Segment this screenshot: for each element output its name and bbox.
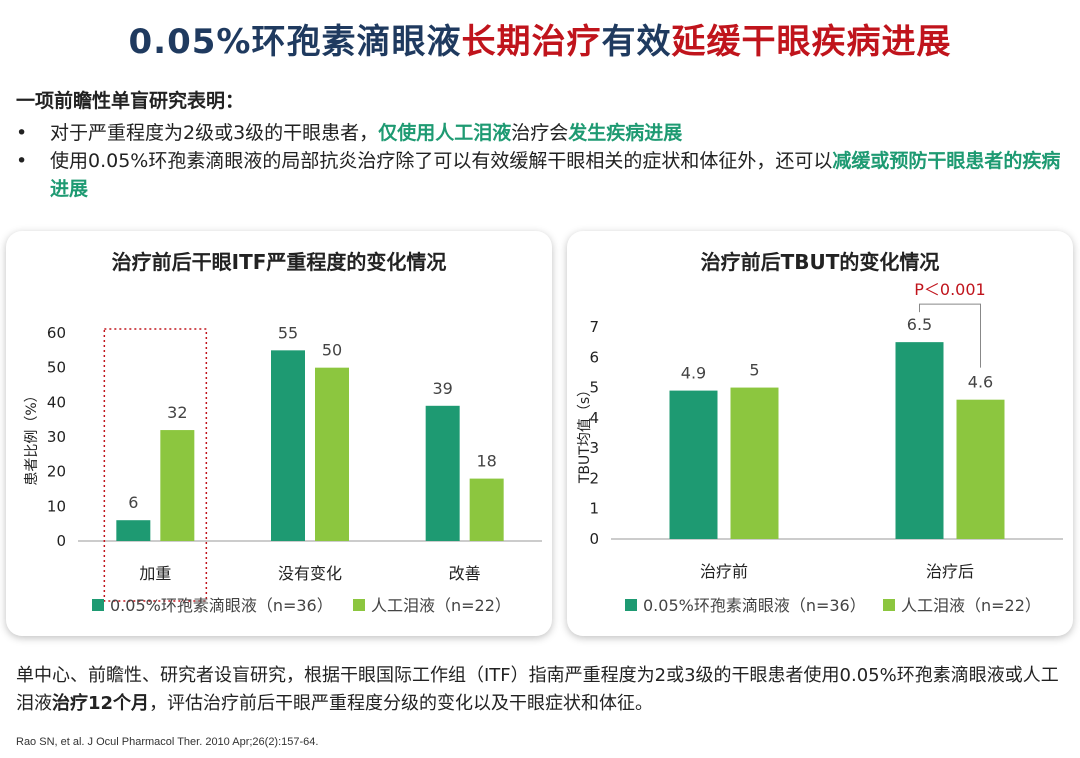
y-tick-label: 6 (589, 348, 599, 366)
bar-item-series-1 (271, 350, 305, 541)
bar-item-series-1 (895, 342, 944, 539)
x-category-label: 没有变化 (278, 564, 342, 583)
bullet-2-highlight: 减缓或预防干眼患者的疾病进展 (50, 150, 1061, 200)
highlight-box (103, 328, 208, 602)
bar-item-series-2 (730, 387, 779, 539)
y-tick-label: 40 (47, 393, 66, 411)
data-label: 4.6 (968, 373, 993, 392)
x-category-label: 治疗后 (926, 562, 974, 581)
y-axis-label: TBUT均值（s） (577, 383, 593, 484)
bullet-1-text-c: 治疗会 (511, 122, 569, 144)
bullet-1-highlight-2: 发生疾病进展 (568, 122, 683, 144)
y-tick-label: 0 (56, 532, 66, 550)
bullet-1-text-a: 对于严重程度为2级或3级的干眼患者， (50, 122, 379, 144)
significance-label: P＜0.001 (914, 280, 985, 299)
data-label: 6 (128, 493, 138, 512)
chart-title: 治疗前后干眼ITF严重程度的变化情况 (112, 250, 447, 274)
data-label: 5 (749, 361, 759, 380)
chart-title: 治疗前后TBUT的变化情况 (701, 250, 940, 274)
legend-swatch-series-2 (883, 599, 895, 611)
significance-bracket (919, 303, 981, 368)
title-part-3: 有效 (601, 22, 672, 62)
bar-item-series-2 (469, 478, 504, 541)
bullet-1: • 对于严重程度为2级或3级的干眼患者，仅使用人工泪液治疗会发生疾病进展 (16, 119, 1066, 147)
study-description: 单中心、前瞻性、研究者设盲研究，根据干眼国际工作组（ITF）指南严重程度为2或3… (16, 662, 1071, 718)
bar-item-series-2 (956, 399, 1005, 539)
study-description-text-c: ，评估治疗前后干眼严重程度分级的变化以及干眼症状和体征。 (149, 693, 654, 714)
bar-item-series-1 (669, 390, 718, 539)
tbut-chart: 治疗前后TBUT的变化情况 0 1 2 3 4 5 6 7 TBUT均值（s） 治疗前 4.9 5 治疗后… (577, 250, 1063, 615)
y-tick-label: 0 (589, 530, 599, 548)
y-tick-label: 1 (589, 500, 599, 518)
data-label: 6.5 (907, 315, 932, 334)
legend-swatch-series-1 (92, 599, 104, 611)
study-description-bold: 治疗12个月 (52, 693, 150, 714)
y-tick-label: 5 (589, 379, 599, 397)
reference-citation: Rao SN, et al. J Ocul Pharmacol Ther. 20… (16, 736, 319, 748)
x-category-label: 加重 (139, 564, 171, 583)
intro-section: 一项前瞻性单盲研究表明： • 对于严重程度为2级或3级的干眼患者，仅使用人工泪液… (16, 86, 1066, 203)
y-tick-label: 30 (47, 428, 66, 446)
data-label: 55 (278, 323, 298, 342)
legend-label-series-1: 0.05%环孢素滴眼液（n=36） (643, 596, 866, 615)
legend-label-series-2: 人工泪液（n=22） (901, 596, 1041, 615)
legend-swatch-series-1 (625, 599, 637, 611)
y-tick-label: 20 (47, 463, 66, 481)
y-tick-label: 4 (589, 409, 599, 427)
bar-item-series-1 (116, 520, 151, 541)
page-title: 0.05%环孢素滴眼液长期治疗有效延缓干眼疾病进展 (0, 14, 1080, 63)
y-tick-label: 60 (47, 324, 66, 342)
y-tick-label: 10 (47, 497, 66, 515)
data-label: 4.9 (681, 364, 706, 383)
intro-heading: 一项前瞻性单盲研究表明： (16, 90, 245, 112)
study-description-text-a: 单中心、前瞻性、研究者设盲研究，根据干眼国际工作组（ITF）指南严重程度为2或3… (16, 665, 1059, 714)
legend-swatch-series-2 (353, 599, 365, 611)
bullet-2: • 使用0.05%环孢素滴眼液的局部抗炎治疗除了可以有效缓解干眼相关的症状和体征… (16, 147, 1066, 203)
itf-severity-chart: 治疗前后干眼ITF严重程度的变化情况 0 10 20 30 40 50 60 患者比例（%） 加重… (24, 250, 542, 615)
bullet-dot: • (16, 122, 28, 144)
bullet-dot: • (16, 150, 28, 172)
title-part-2: 长期治疗 (461, 22, 602, 62)
data-label: 18 (476, 452, 496, 471)
title-part-1: 0.05%环孢素滴眼液 (128, 22, 462, 62)
data-label: 50 (322, 341, 342, 360)
y-tick-label: 7 (589, 318, 599, 336)
legend-label-series-1: 0.05%环孢素滴眼液（n=36） (110, 596, 333, 615)
y-axis-label: 患者比例（%） (24, 388, 40, 485)
bar-item-series-2 (160, 430, 195, 541)
bar-item-series-2 (315, 367, 349, 541)
bullet-2-text-a: 使用0.05%环孢素滴眼液的局部抗炎治疗除了可以有效缓解干眼相关的症状和体征外，… (50, 150, 833, 172)
y-tick-label: 2 (589, 469, 599, 487)
bar-item-series-1 (425, 405, 460, 541)
legend-label-series-2: 人工泪液（n=22） (371, 596, 511, 615)
data-label: 39 (432, 379, 452, 398)
y-tick-label: 50 (47, 359, 66, 377)
chart-panel-itf: 治疗前后干眼ITF严重程度的变化情况 0 10 20 30 40 50 60 患者比例（%） 加重… (6, 231, 552, 636)
data-label: 32 (167, 403, 187, 422)
chart-panel-tbut: 治疗前后TBUT的变化情况 0 1 2 3 4 5 6 7 TBUT均值（s） 治疗前 4.9 5 治疗后… (567, 231, 1073, 636)
bullet-1-highlight-1: 仅使用人工泪液 (378, 122, 512, 144)
y-tick-label: 3 (589, 439, 599, 457)
title-part-4: 延缓干眼疾病进展 (671, 22, 952, 62)
x-category-label: 改善 (449, 564, 481, 583)
x-category-label: 治疗前 (700, 562, 748, 581)
